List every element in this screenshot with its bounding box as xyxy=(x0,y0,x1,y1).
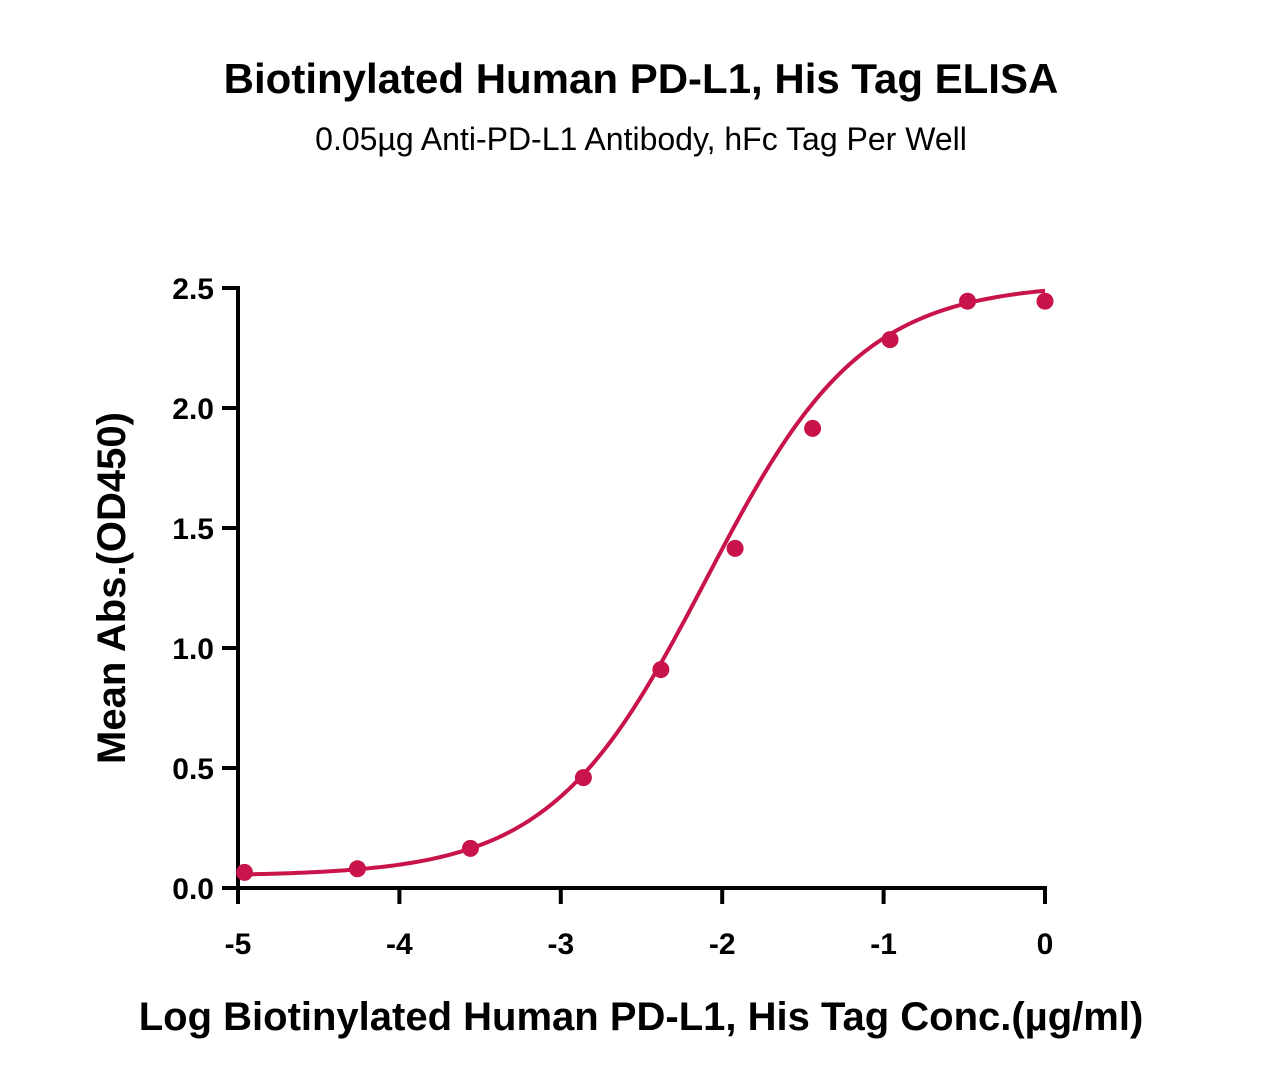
y-axis: 0.0 0.5 1.0 1.5 2.0 2.5 xyxy=(172,273,240,906)
y-tick-label: 1.0 xyxy=(172,633,214,666)
data-point xyxy=(235,863,253,881)
data-point xyxy=(461,839,479,857)
data-point xyxy=(1036,292,1054,310)
chart-title: Biotinylated Human PD-L1, His Tag ELISA xyxy=(224,55,1059,102)
x-tick-label: -3 xyxy=(547,928,574,961)
x-tick-label: -2 xyxy=(709,928,736,961)
data-point xyxy=(804,419,822,437)
x-axis-label: Log Biotinylated Human PD-L1, His Tag Co… xyxy=(139,995,1144,1039)
data-points-layer xyxy=(235,292,1054,881)
fit-curve-layer xyxy=(244,288,1046,877)
data-point xyxy=(348,860,366,878)
chart-subtitle: 0.05µg Anti-PD-L1 Antibody, hFc Tag Per … xyxy=(315,121,967,157)
data-point xyxy=(726,539,744,557)
fit-curve xyxy=(244,288,1046,877)
x-tick-label: -5 xyxy=(225,928,252,961)
data-point xyxy=(959,292,977,310)
x-tick-label: 0 xyxy=(1037,928,1054,961)
data-point xyxy=(652,661,670,679)
y-tick-label: 2.0 xyxy=(172,393,214,426)
y-axis-label: Mean Abs.(OD450) xyxy=(90,412,134,764)
x-axis: -5 -4 -3 -2 -1 0 xyxy=(225,886,1054,961)
data-point xyxy=(574,769,592,787)
y-tick-label: 0.5 xyxy=(172,753,214,786)
data-point xyxy=(881,331,899,349)
x-tick-label: -1 xyxy=(870,928,897,961)
y-tick-label: 1.5 xyxy=(172,513,214,546)
x-tick-label: -4 xyxy=(386,928,413,961)
y-tick-label: 0.0 xyxy=(172,873,214,906)
y-tick-label: 2.5 xyxy=(172,273,214,306)
